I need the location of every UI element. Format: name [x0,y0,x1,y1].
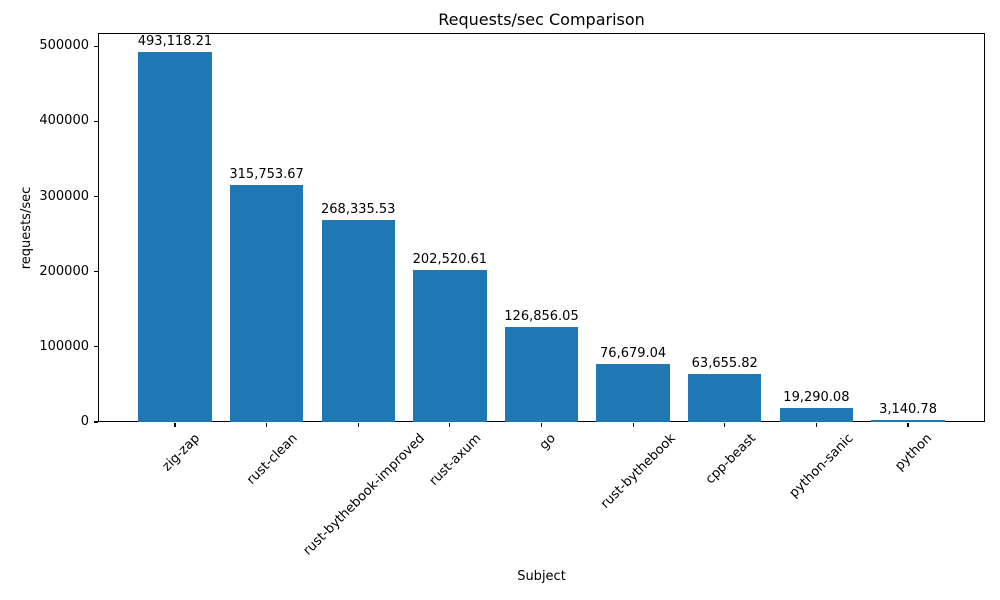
x-tick-label: rust-clean [243,431,301,488]
x-tick-mark [449,423,451,427]
bar-python-sanic [779,407,854,422]
x-tick-mark [907,423,909,427]
x-tick-mark [357,423,359,427]
bar-rust-bythebook [596,364,670,422]
bar-python [871,419,945,422]
x-tick-label: rust-bythebook-improved [300,431,428,559]
x-tick-label: rust-axum [426,431,485,489]
bar-value-label: 63,655.82 [691,356,758,372]
bar-value-label: 315,753.67 [229,166,304,182]
x-tick-mark [815,423,817,427]
y-tick-label: 100000 [39,338,89,354]
x-tick-label: rust-bythebook [598,431,680,512]
bar-value-label: 76,679.04 [600,346,667,362]
x-tick-mark [266,423,268,427]
x-tick-label: cpp-beast [702,431,759,488]
bar-value-label: 3,140.78 [879,401,937,417]
bar-zig-zap [138,51,212,422]
x-tick-label: go [536,431,559,454]
bar-value-label: 19,290.08 [783,389,850,405]
bar-value-label: 493,118.21 [137,33,213,49]
y-tick-label: 300000 [39,188,89,204]
chart-title: Requests/sec Comparison [438,10,645,29]
x-tick-mark [632,423,634,427]
y-tick-mark [94,421,98,423]
bar-rust-clean [229,184,304,422]
bar-rust-axum [413,269,487,422]
x-tick-label: python-sanic [787,431,857,501]
y-tick-label: 0 [80,414,89,429]
x-tick-mark [724,423,726,427]
bar-rust-bythebook-improved [321,220,395,422]
bar-cpp-beast [688,374,762,422]
bar-value-label: 202,520.61 [412,251,488,267]
y-tick-mark [94,120,98,123]
bar-value-label: 126,856.05 [504,308,579,324]
y-tick-mark [94,45,98,47]
x-tick-label: zig-zap [159,431,203,475]
x-axis-title: Subject [517,569,566,584]
x-tick-mark [174,423,176,427]
bar-value-label: 268,335.53 [321,202,396,218]
y-tick-label: 200000 [39,263,89,279]
y-tick-mark [94,196,98,198]
y-tick-label: 400000 [39,113,89,129]
y-tick-mark [94,271,98,273]
y-tick-mark [94,346,98,348]
y-tick-label: 500000 [39,38,89,54]
x-tick-mark [540,423,543,427]
bar-go [504,326,579,422]
x-tick-label: python [892,431,936,474]
